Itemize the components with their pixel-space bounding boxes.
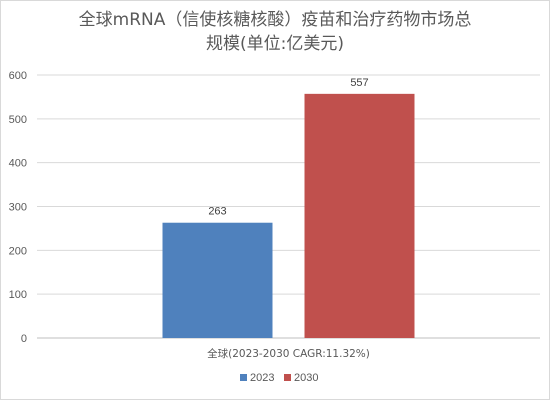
- x-category-label: 全球(2023-2030 CAGR:11.32%): [207, 347, 370, 360]
- y-tick-label: 400: [9, 158, 27, 170]
- legend-swatch-2030: [284, 374, 291, 381]
- bar-2030: [304, 93, 415, 339]
- y-tick-label: 500: [9, 114, 27, 126]
- chart-title-line1: 全球mRNA（信使核糖核酸）疫苗和治疗药物市场总: [78, 10, 472, 30]
- chart-title: 全球mRNA（信使核糖核酸）疫苗和治疗药物市场总 规模(单位:亿美元): [0, 8, 550, 56]
- legend-swatch-2023: [240, 374, 247, 381]
- y-tick-label: 300: [9, 202, 27, 214]
- data-label-2030: 557: [350, 77, 368, 89]
- y-tick-label: 0: [21, 333, 27, 345]
- bar-2023: [162, 222, 273, 338]
- legend-label-2023: 2023: [250, 372, 274, 384]
- y-tick-label: 100: [9, 289, 27, 301]
- y-tick-label: 200: [9, 245, 27, 257]
- data-label-2023: 263: [208, 206, 226, 218]
- chart-title-line2: 规模(单位:亿美元): [206, 34, 344, 54]
- y-tick-label: 600: [9, 70, 27, 82]
- legend-label-2030: 2030: [294, 372, 318, 384]
